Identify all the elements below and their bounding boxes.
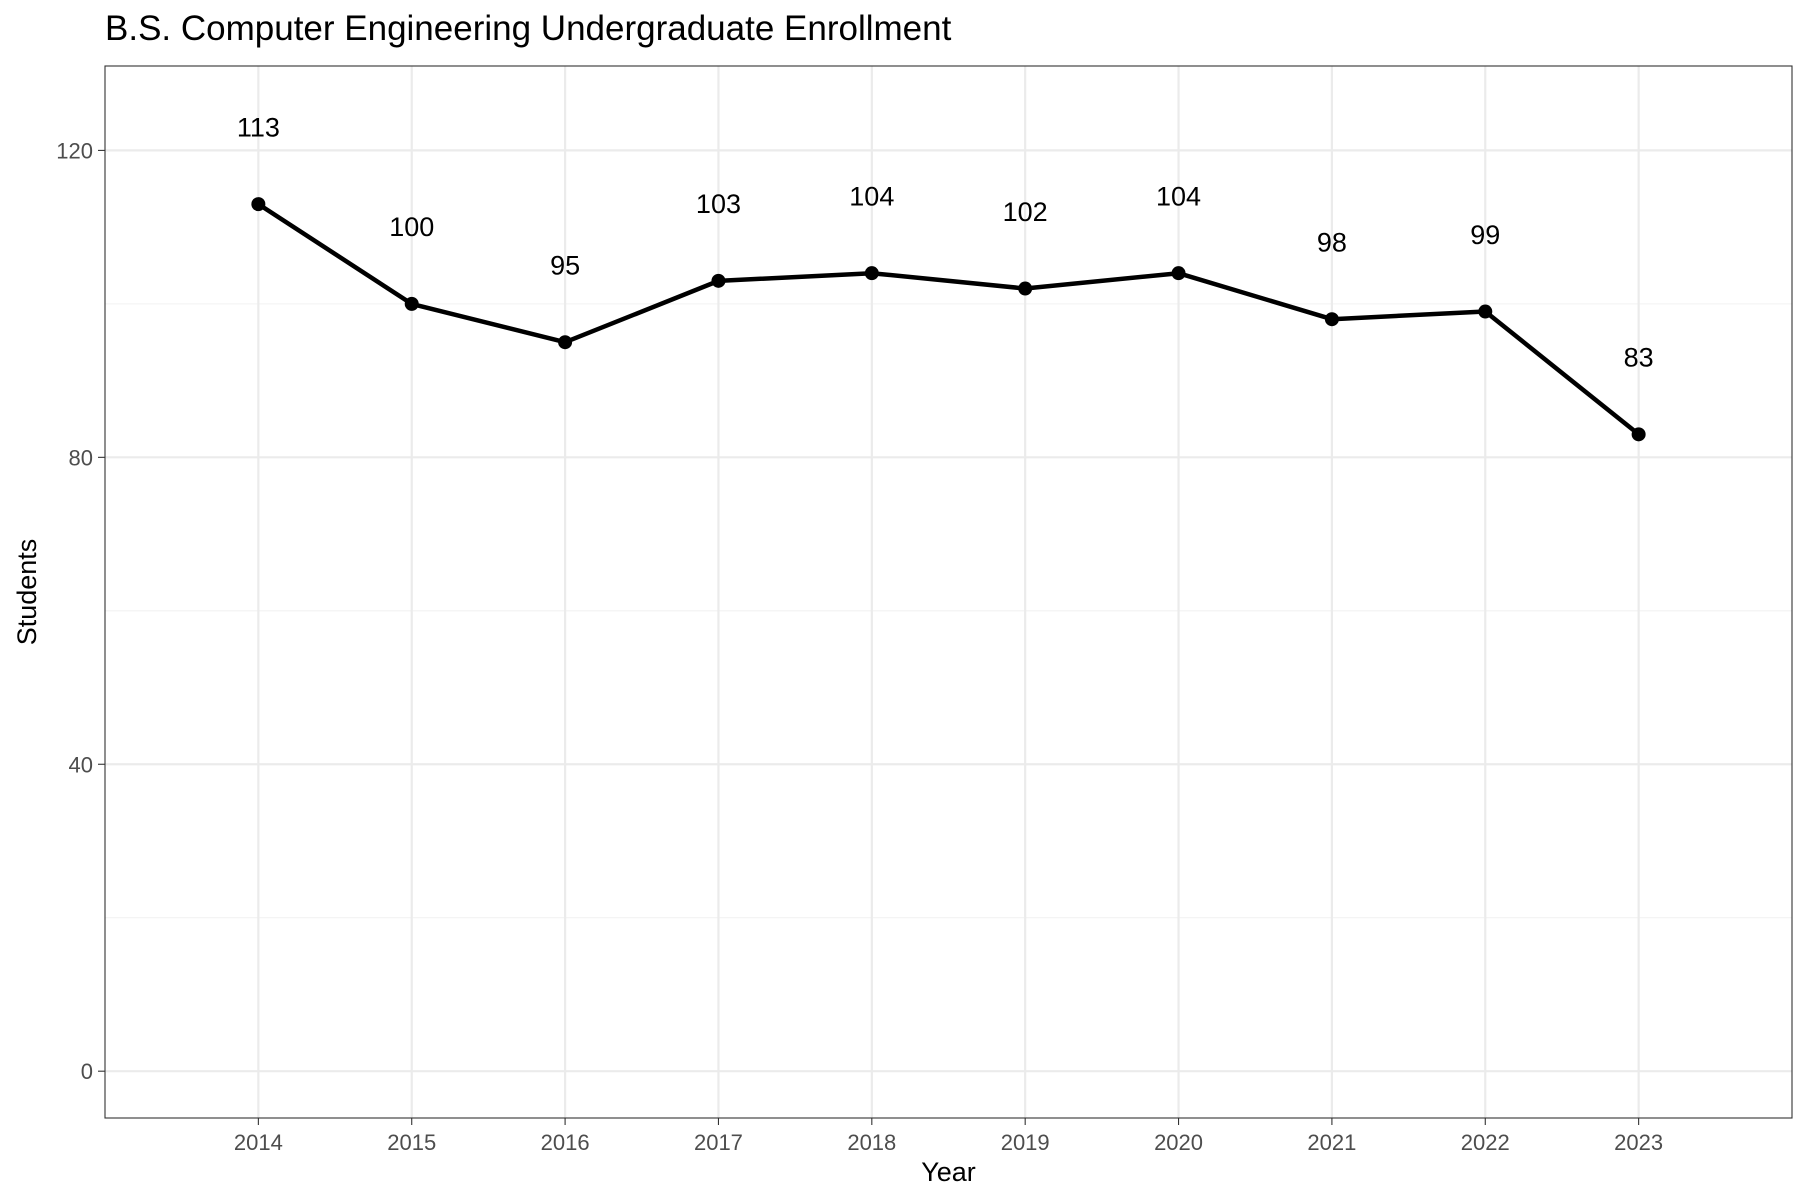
data-point [1018, 281, 1033, 296]
x-axis-title: Year [921, 1157, 976, 1187]
data-point [1324, 312, 1339, 327]
x-tick-label: 2014 [234, 1130, 283, 1155]
x-tick-label: 2017 [694, 1130, 743, 1155]
data-label: 100 [389, 212, 434, 242]
plot-panel [104, 65, 1793, 1119]
data-point [711, 273, 726, 288]
data-label: 102 [1003, 197, 1048, 227]
data-point [864, 266, 879, 281]
x-tick-label: 2018 [847, 1130, 896, 1155]
data-point [404, 296, 419, 311]
x-tick-label: 2023 [1614, 1130, 1663, 1155]
data-label: 113 [237, 112, 280, 142]
x-tick-label: 2022 [1461, 1130, 1510, 1155]
y-tick-label: 80 [69, 445, 93, 470]
data-label: 104 [1156, 181, 1201, 211]
y-tick-label: 40 [69, 752, 93, 777]
data-label: 104 [849, 181, 894, 211]
y-tick-label: 120 [56, 138, 93, 163]
x-tick-label: 2020 [1154, 1130, 1203, 1155]
x-tick-label: 2016 [541, 1130, 590, 1155]
y-tick-label: 0 [81, 1059, 93, 1084]
series-students [251, 197, 1646, 442]
data-label: 103 [696, 189, 741, 219]
data-label: 95 [550, 251, 580, 281]
x-tick-label: 2019 [1001, 1130, 1050, 1155]
data-point [251, 197, 266, 212]
y-axis-title: Students [12, 539, 42, 646]
axes: 0 40 80 120 2014 2015 2016 2017 2018 2019 2020 2021… [56, 138, 1663, 1155]
data-point [1171, 266, 1186, 281]
data-point [558, 335, 573, 350]
data-label: 98 [1317, 227, 1347, 257]
data-point [1478, 304, 1493, 319]
series-line [257, 202, 1641, 437]
data-point [1631, 427, 1646, 442]
chart-title: B.S. Computer Engineering Undergraduate … [105, 9, 952, 48]
x-tick-label: 2015 [387, 1130, 436, 1155]
data-labels: 113 100 95 103 104 102 104 98 99 83 [237, 112, 1654, 372]
grid-lines [105, 66, 1792, 1118]
data-label: 83 [1624, 343, 1654, 373]
data-label: 99 [1470, 220, 1500, 250]
x-tick-label: 2021 [1307, 1130, 1356, 1155]
